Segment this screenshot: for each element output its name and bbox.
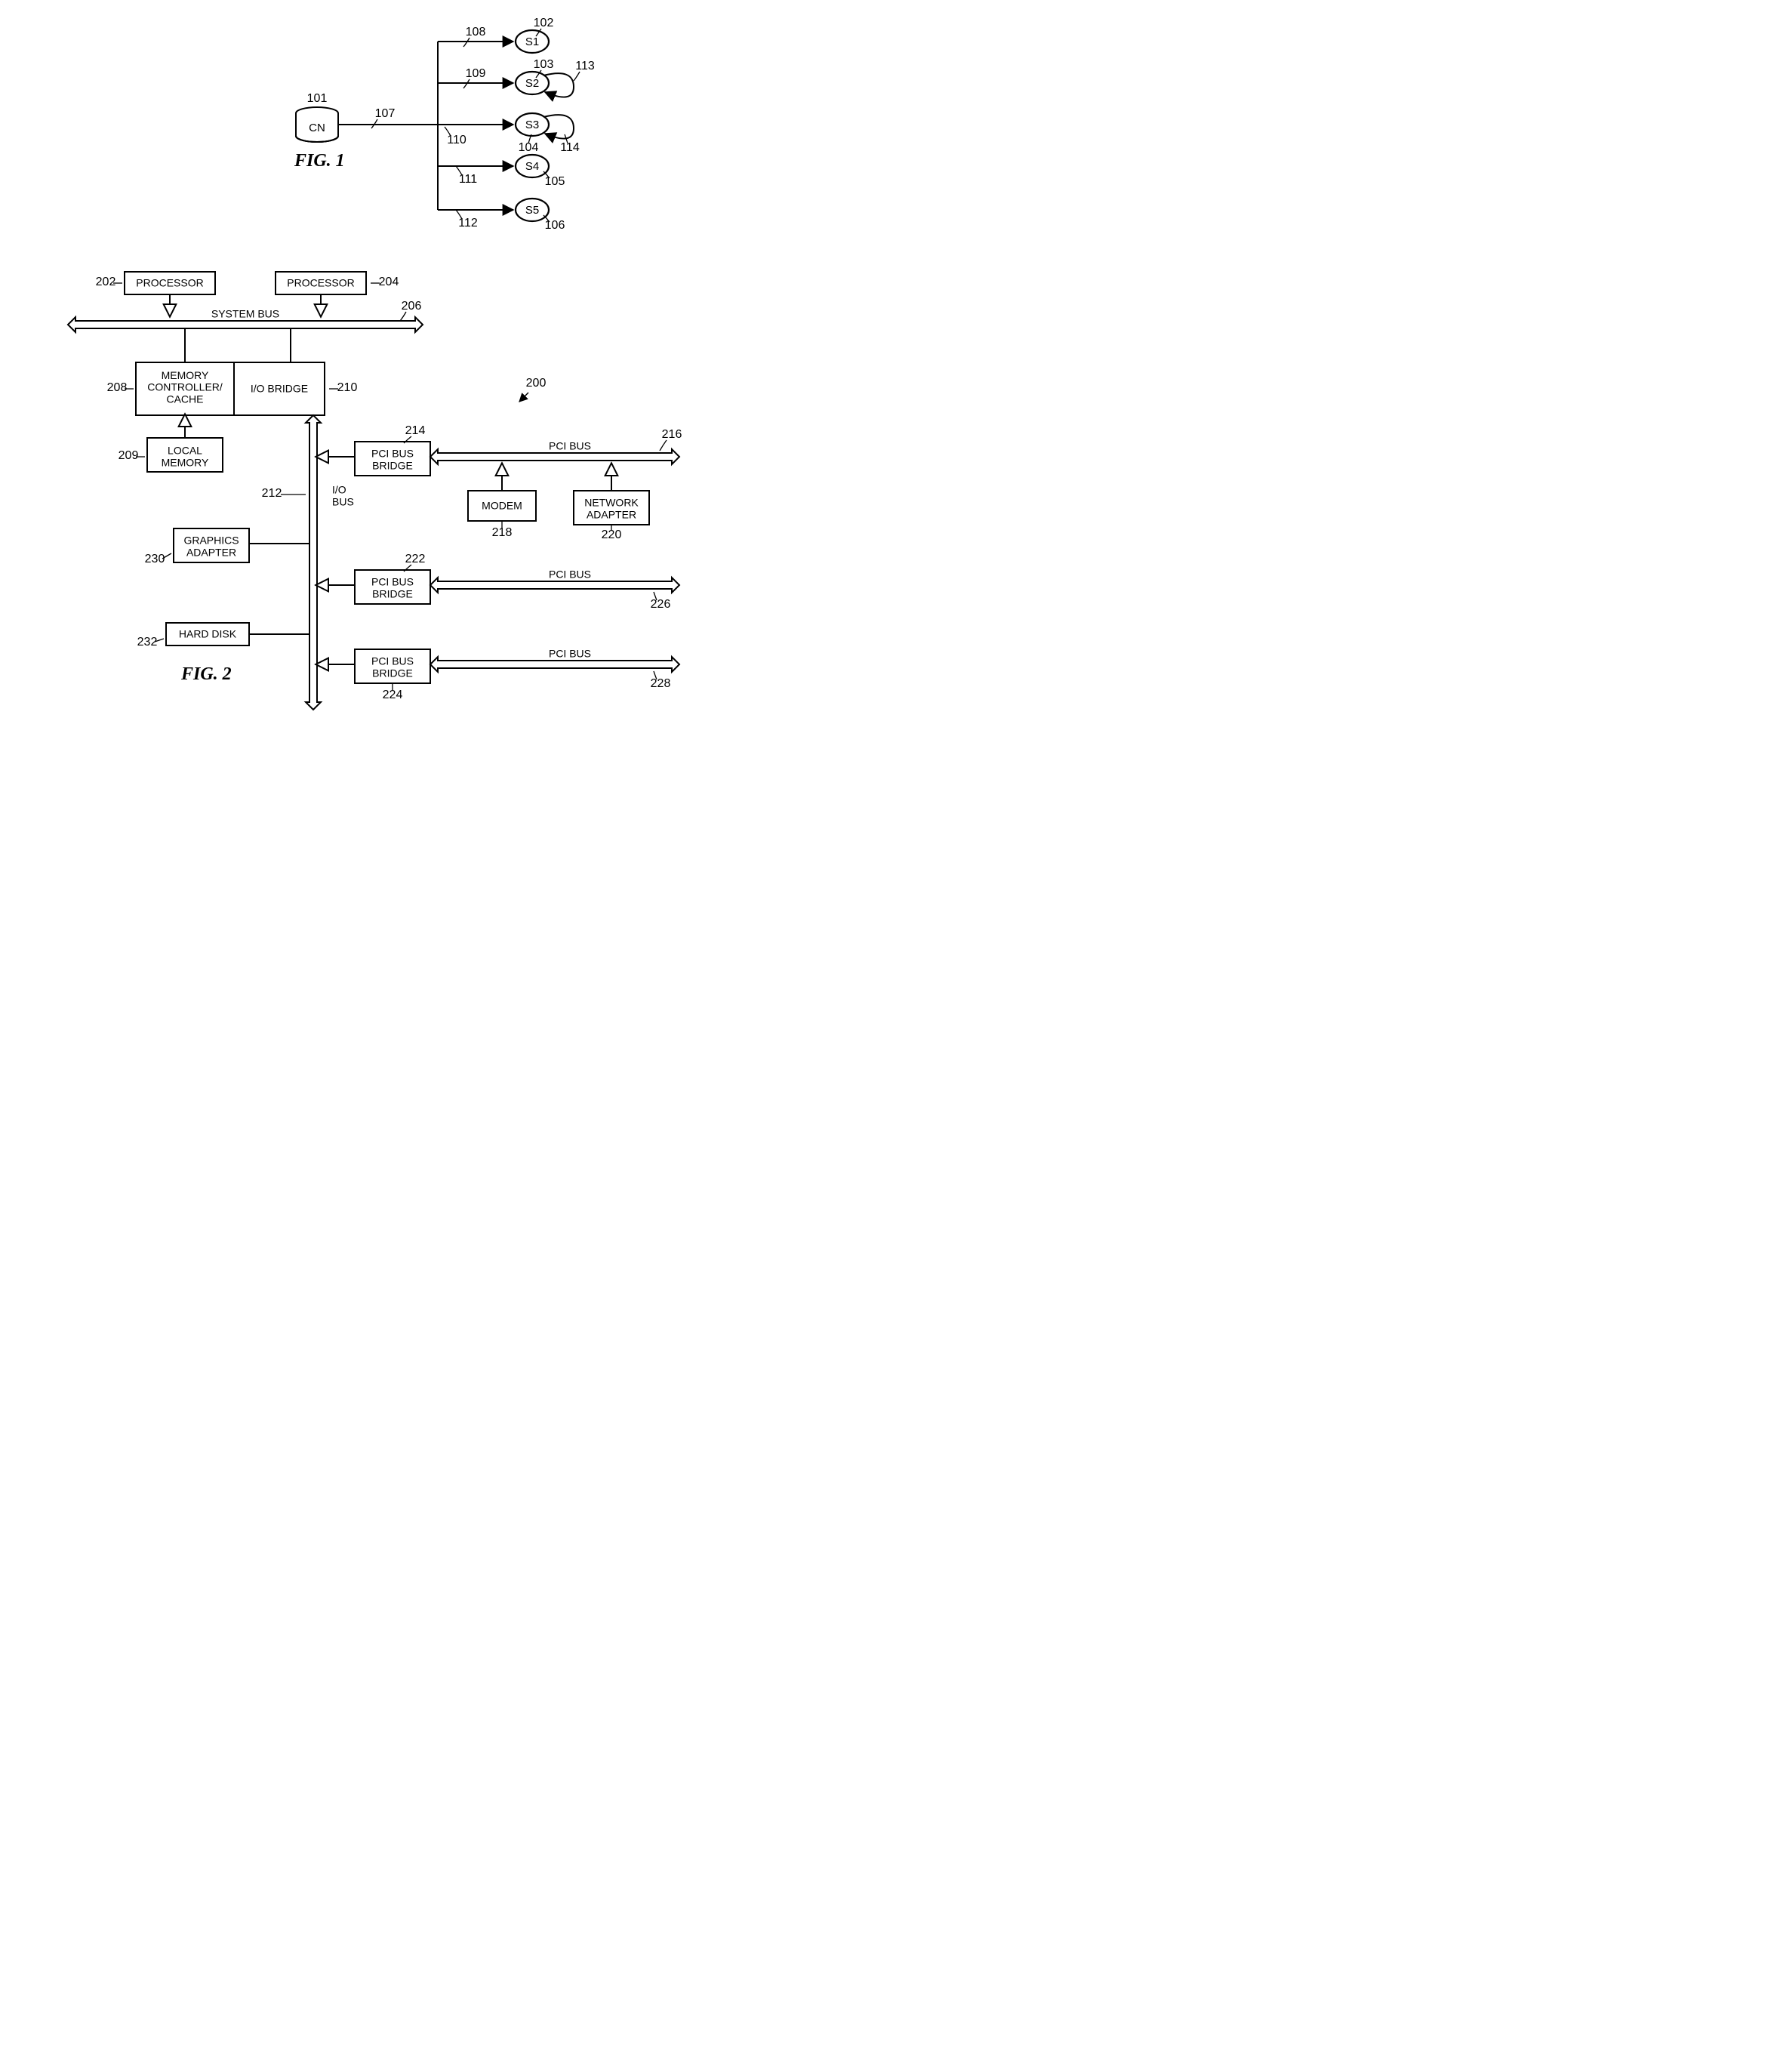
s4-label: S4	[525, 160, 539, 173]
b1-ref: 108	[466, 26, 486, 39]
loop3-ref: 114	[560, 141, 580, 154]
s2-ref: 103	[534, 58, 554, 71]
b2-ref: 109	[466, 67, 486, 80]
system-bus: SYSTEM BUS 206	[68, 300, 423, 332]
branch-s5: 112 S5 106	[438, 199, 565, 232]
svg-text:MEMORY: MEMORY	[162, 457, 209, 469]
svg-text:PCI BUS: PCI BUS	[371, 576, 414, 588]
pci-bridge1-ref: 214	[405, 424, 426, 437]
fig2: PROCESSOR 202 PROCESSOR 204 SYSTEM BUS 2…	[68, 272, 682, 710]
fig1-title: FIG. 1	[294, 151, 345, 171]
svg-text:LOCAL: LOCAL	[168, 445, 202, 457]
bus-ref: 107	[375, 107, 396, 120]
proc2-ref: 204	[379, 276, 399, 288]
pci-bridge2-ref: 222	[405, 553, 426, 565]
cn-node: CN	[296, 107, 338, 142]
s4-ref: 105	[545, 175, 565, 188]
s5-ref: 106	[545, 219, 565, 232]
io-bus-ref: 212	[262, 487, 282, 500]
svg-text:I/O: I/O	[332, 484, 346, 496]
proc1-ref: 202	[96, 276, 116, 288]
pci-bus3-ref: 228	[651, 677, 671, 690]
io-bridge-ref: 210	[337, 381, 358, 394]
modem-label: MODEM	[482, 500, 522, 512]
svg-text:GRAPHICS: GRAPHICS	[183, 535, 239, 547]
io-bus: I/O BUS 212	[262, 415, 354, 710]
branch-s2: 109 S2 103 113	[438, 58, 595, 97]
branch-s4: 111 S4 105	[438, 155, 565, 188]
branch-s3: 110 S3 104 114	[438, 113, 580, 154]
proc2-label: PROCESSOR	[287, 277, 354, 289]
s3-label: S3	[525, 119, 539, 131]
s2-label: S2	[525, 77, 539, 90]
svg-text:ADAPTER: ADAPTER	[587, 509, 636, 521]
svg-text:CACHE: CACHE	[166, 393, 203, 405]
svg-text:NETWORK: NETWORK	[584, 497, 639, 509]
graphics-ref: 230	[145, 553, 165, 565]
sysbus-ref: 206	[402, 300, 422, 313]
s1-ref: 102	[534, 17, 554, 29]
s1-label: S1	[525, 35, 539, 48]
svg-text:BUS: BUS	[332, 496, 354, 508]
pci-bus3-label: PCI BUS	[549, 648, 591, 660]
svg-text:CONTROLLER/: CONTROLLER/	[147, 381, 223, 393]
cn-ref: 101	[307, 92, 328, 105]
pci-bus2-label: PCI BUS	[549, 568, 591, 581]
harddisk-ref: 232	[137, 636, 158, 649]
s5-label: S5	[525, 204, 539, 217]
fig1: CN 101 107 108 S1 102 109 S2 103	[294, 17, 595, 232]
branch-s1: 108 S1 102	[438, 17, 553, 53]
cn-label: CN	[309, 122, 325, 134]
pci-bus1-ref: 216	[662, 428, 682, 441]
fig2-ref: 200	[526, 377, 547, 390]
fig2-title: FIG. 2	[180, 664, 232, 684]
loop2-ref: 113	[575, 60, 595, 72]
svg-text:PCI BUS: PCI BUS	[371, 448, 414, 460]
io-bridge-label: I/O BRIDGE	[251, 383, 308, 395]
harddisk-label: HARD DISK	[179, 628, 237, 640]
svg-text:BRIDGE: BRIDGE	[372, 667, 413, 679]
mem-ctrl-label-line1: MEMORY	[162, 369, 209, 381]
pci-bus1-label: PCI BUS	[549, 440, 591, 452]
svg-text:BRIDGE: BRIDGE	[372, 460, 413, 472]
sysbus-label: SYSTEM BUS	[211, 308, 279, 320]
pci-bus2-ref: 226	[651, 598, 671, 611]
svg-text:BRIDGE: BRIDGE	[372, 588, 413, 600]
svg-text:ADAPTER: ADAPTER	[186, 547, 236, 559]
mem-ctrl-ref: 208	[107, 381, 128, 394]
svg-text:MEMORY: MEMORY	[162, 369, 209, 381]
local-mem-ref: 209	[119, 449, 139, 462]
proc1-label: PROCESSOR	[136, 277, 203, 289]
patent-diagram: CN 101 107 108 S1 102 109 S2 103	[15, 15, 740, 846]
svg-text:PCI BUS: PCI BUS	[371, 655, 414, 667]
